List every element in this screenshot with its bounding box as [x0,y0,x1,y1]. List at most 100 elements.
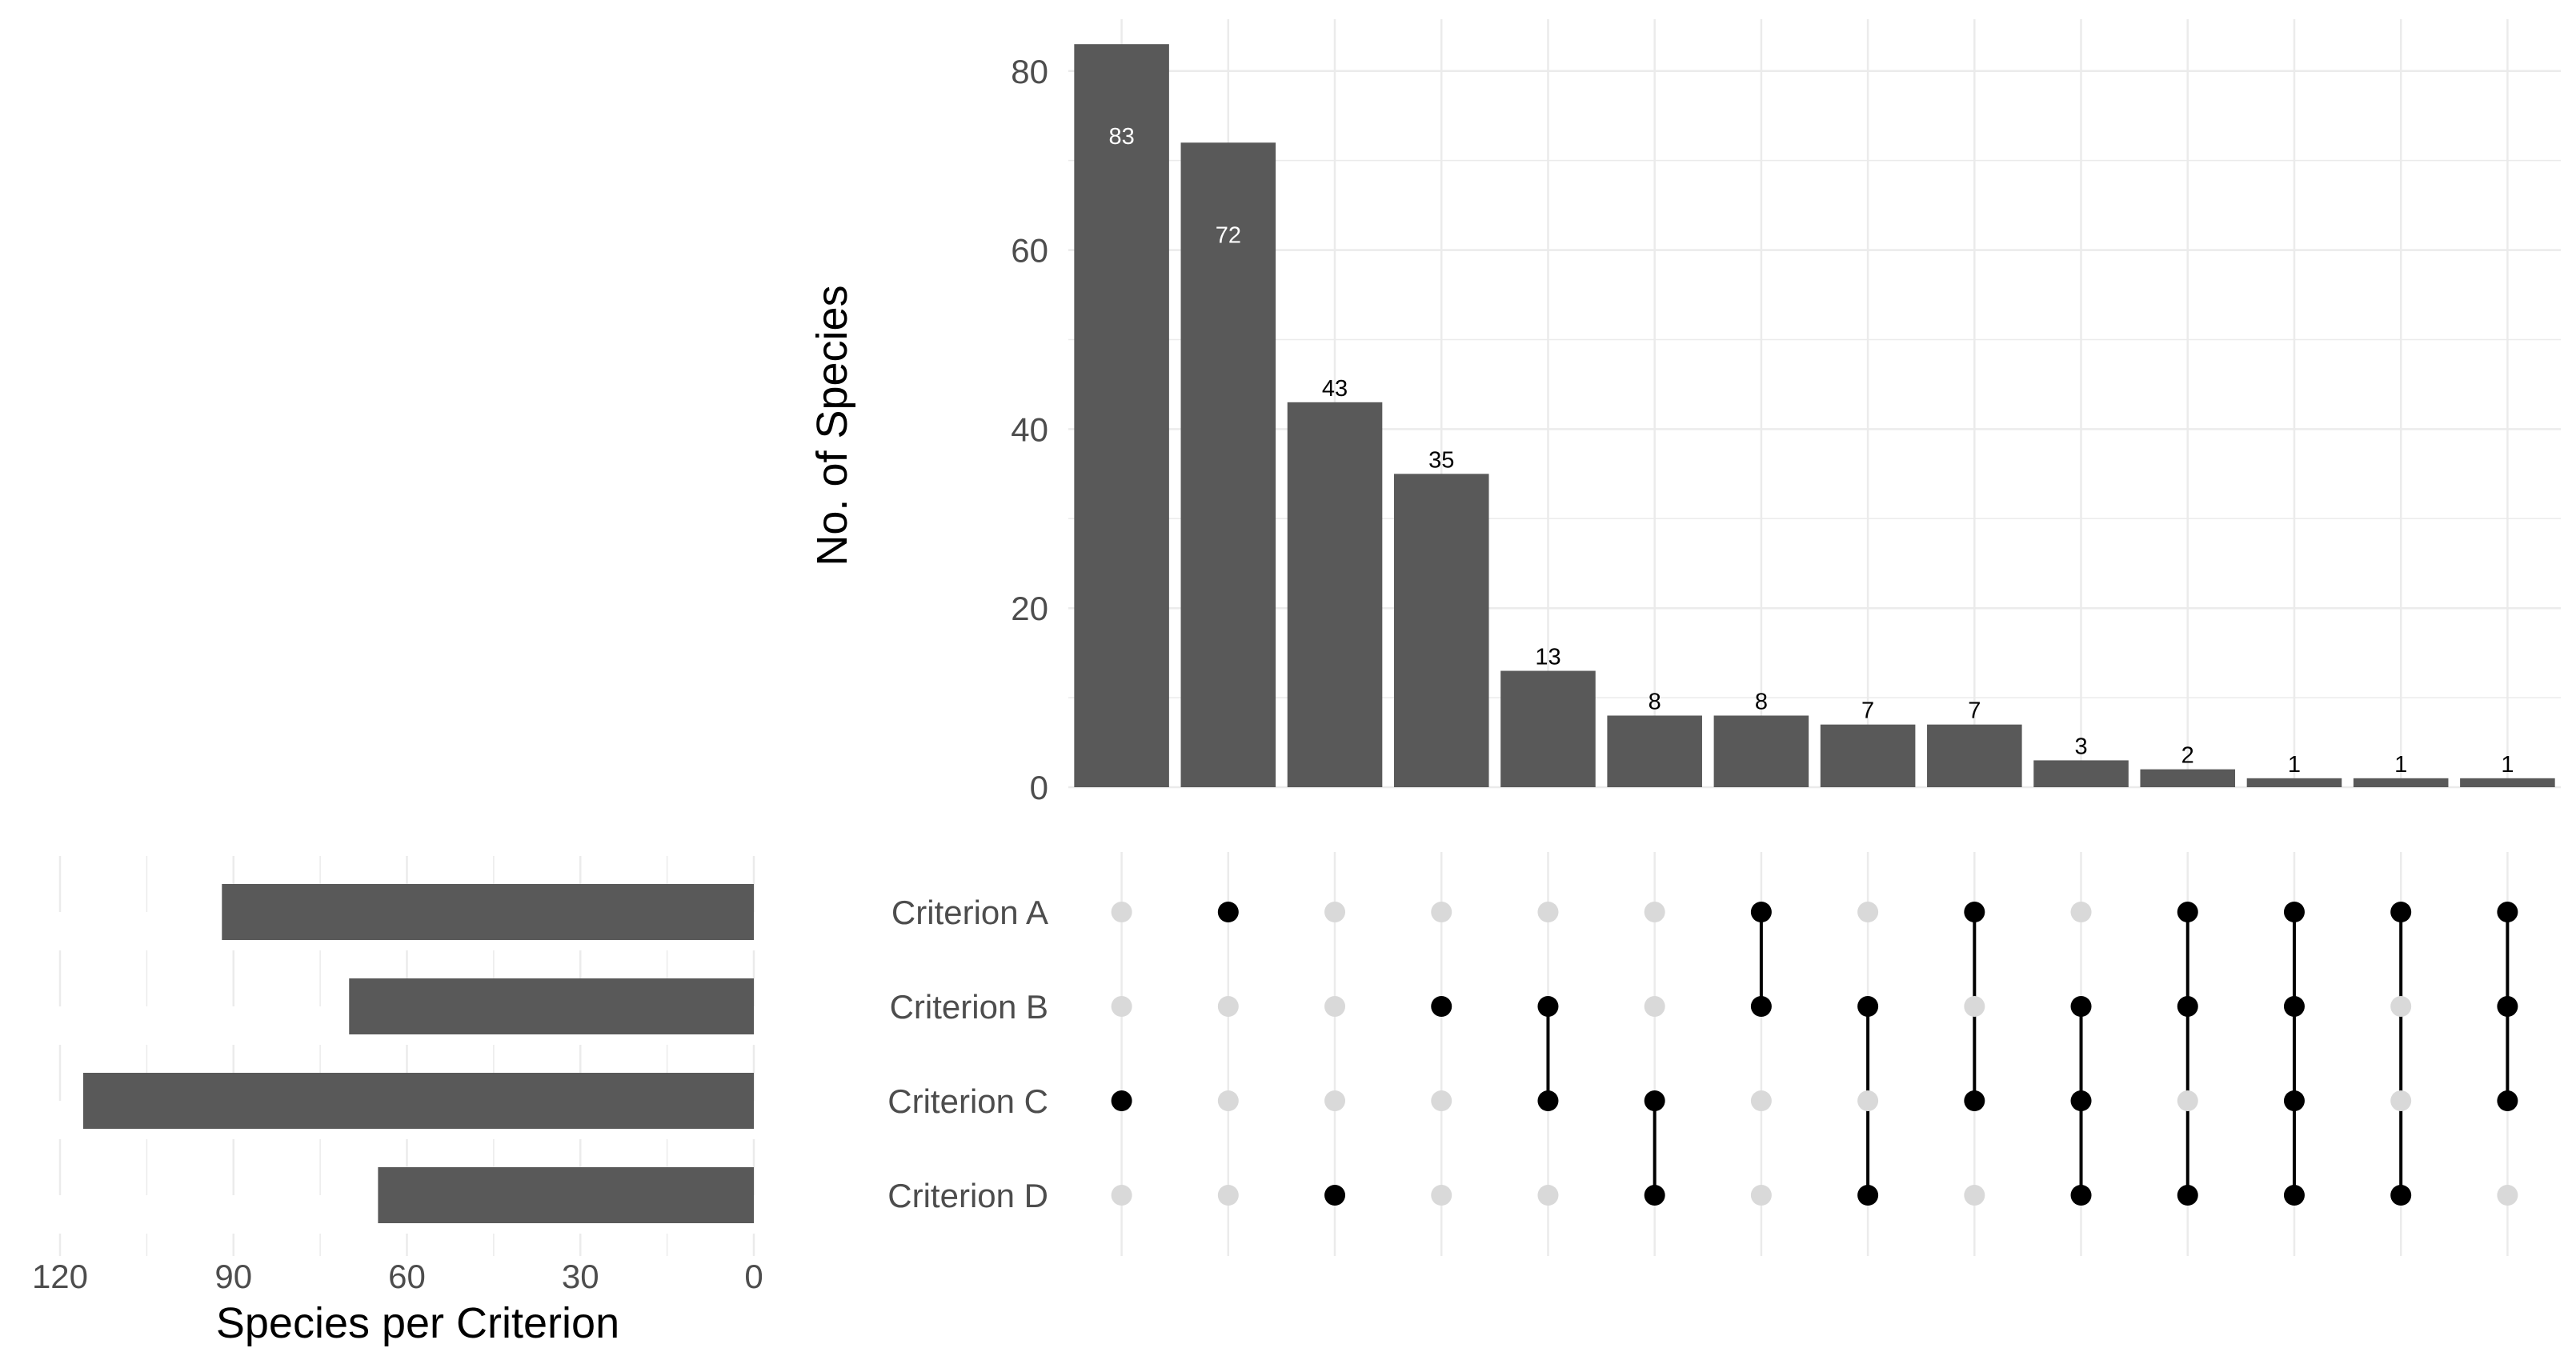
matrix-dot-active [1750,996,1772,1017]
matrix-dot-active [1324,1185,1346,1206]
matrix-dot-inactive [1431,902,1452,922]
matrix-dot-active [1644,1185,1665,1206]
matrix-dot-inactive [1431,1090,1452,1111]
intersection-data-label: 1 [2501,752,2514,778]
matrix-dot-inactive [1111,902,1132,922]
matrix-dot-active [2177,996,2198,1017]
matrix-dot-inactive [1324,996,1346,1017]
intersection-bar [2460,778,2555,787]
intersection-data-label: 7 [1861,698,1874,724]
set-size-bar [378,1167,754,1223]
intersection-data-label: 3 [2074,734,2087,759]
intersection-bar [1500,670,1596,787]
intersection-bar [1713,715,1809,787]
intersection-data-label: 7 [1968,698,1981,724]
intersection-data-label: 8 [1755,689,1768,714]
matrix-dot-active [1964,902,1985,922]
matrix-dot-active [1857,996,1879,1017]
matrix-dot-active [1537,996,1559,1017]
matrix-dot-active [1644,1090,1665,1111]
intersection-data-label: 43 [1322,376,1348,402]
matrix-dot-inactive [1857,902,1879,922]
intersection-data-label: 13 [1535,645,1560,670]
matrix-dot-active [2390,902,2412,922]
set-labels: Criterion A Criterion B Criterion C Criteri… [887,894,1048,1214]
matrix-dot-inactive [1537,902,1559,922]
matrix-dot-active [2497,996,2518,1017]
matrix-dot-inactive [1217,996,1239,1017]
matrix-dot-active [1964,1090,1985,1111]
x-tick-label: 0 [744,1258,763,1295]
intersection-bar [1927,724,2022,787]
intersection-data-label: 1 [2394,752,2407,778]
intersection-data-label: 8 [1649,689,1661,714]
intersection-bar [1287,402,1383,787]
set-label: Criterion D [887,1177,1048,1214]
matrix-dot-inactive [1324,1090,1346,1111]
set-label: Criterion B [890,988,1048,1026]
intersection-bar [2140,769,2236,787]
intersection-bar [2033,760,2129,787]
intersection-data-label: 2 [2181,743,2194,769]
matrix-dot-active [2497,902,2518,922]
intersection-bar [1393,474,1489,787]
intersection-bar [2353,778,2449,787]
matrix-dot-inactive [1750,1090,1772,1111]
matrix-dot-active [1857,1185,1879,1206]
matrix-dot-inactive [1644,902,1665,922]
matrix-connectors [1546,912,2510,1195]
matrix-dot-inactive [1537,1185,1559,1206]
intersection-data-labels: 83 72 43 35 13 8 8 7 7 3 2 1 1 1 [1108,124,2514,778]
matrix-dot-active [2283,996,2305,1017]
set-size-x-ticks: 120 90 60 30 0 [32,1258,763,1295]
matrix-dot-inactive [2070,902,2092,922]
intersection-bar [1820,724,1916,787]
matrix-dot-inactive [1964,996,1985,1017]
intersection-data-label: 35 [1428,447,1454,473]
matrix-dot-inactive [2497,1185,2518,1206]
matrix-dot-active [2070,1090,2092,1111]
x-tick-label: 120 [32,1258,88,1295]
matrix-dot-inactive [1431,1185,1452,1206]
x-tick-label: 60 [388,1258,426,1295]
matrix-dot-active [2390,1185,2412,1206]
matrix-dot-active [2070,1185,2092,1206]
matrix-dot-inactive [1111,1185,1132,1206]
set-label: Criterion A [891,894,1048,931]
matrix-dot-inactive [1324,902,1346,922]
intersection-bar [2246,778,2342,787]
set-size-bar [222,884,754,940]
y-tick-label: 20 [1011,590,1048,627]
matrix-dot-inactive [1217,1185,1239,1206]
matrix-dot-inactive [2390,996,2412,1017]
y-tick-label: 60 [1011,232,1048,270]
x-tick-label: 30 [562,1258,599,1295]
matrix-dot-active [1431,996,1452,1017]
set-size-bar [82,1073,754,1129]
matrix-dot-active [2177,902,2198,922]
y-tick-label: 40 [1011,410,1048,448]
intersection-bar [1180,142,1276,788]
matrix-dot-active [1111,1090,1132,1111]
matrix-dot-inactive [1857,1090,1879,1111]
matrix-dot-active [2177,1185,2198,1206]
matrix-dot-inactive [2177,1090,2198,1111]
matrix-dot-inactive [1750,1185,1772,1206]
intersection-data-label: 83 [1108,124,1134,150]
matrix-dot-active [2283,902,2305,922]
intersection-bar [1607,715,1702,787]
set-size-bar [349,978,754,1034]
matrix-dot-inactive [1964,1185,1985,1206]
set-size-x-axis-title: Species per Criterion [216,1299,619,1347]
set-size-bars [82,884,754,1223]
matrix-dot-active [2497,1090,2518,1111]
intersection-data-label: 72 [1216,222,1241,248]
intersection-bar [1074,44,1169,787]
matrix-dots [1111,902,2518,1206]
matrix-dot-active [1217,902,1239,922]
matrix-dot-inactive [1217,1090,1239,1111]
x-tick-label: 90 [214,1258,252,1295]
set-label: Criterion C [887,1082,1048,1120]
matrix-dot-inactive [1111,996,1132,1017]
intersection-data-label: 1 [2288,752,2301,778]
